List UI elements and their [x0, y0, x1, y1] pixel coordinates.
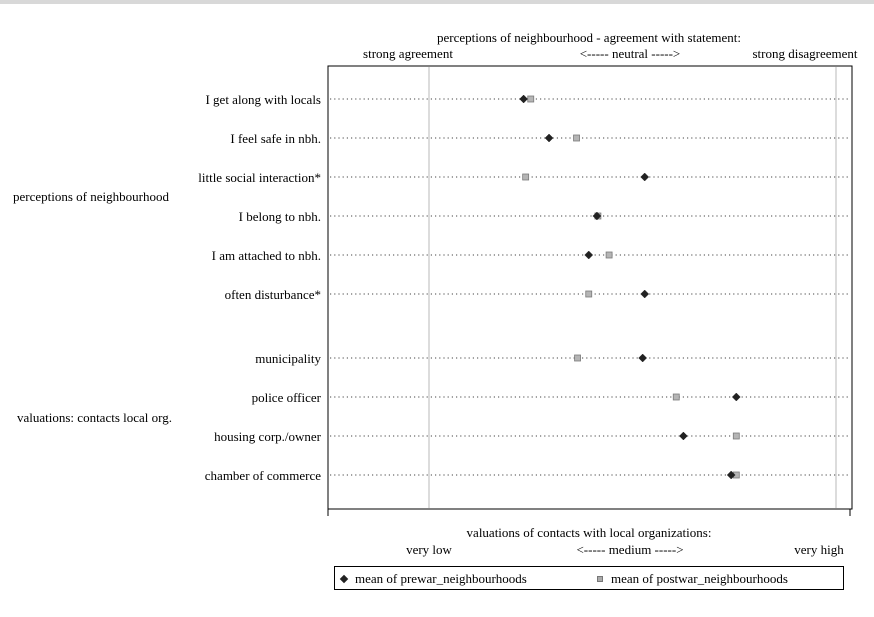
- row-label: I belong to nbh.: [239, 209, 321, 224]
- row-label: police officer: [252, 390, 322, 405]
- postwar-point: [585, 290, 593, 298]
- bottom-scale-middle: <----- medium ----->: [576, 542, 683, 557]
- prewar-point: [640, 172, 650, 182]
- window-top-strip: [0, 0, 874, 4]
- legend-item-postwar: mean of postwar_neighbourhoods: [597, 571, 788, 587]
- top-scale-middle: <----- neutral ----->: [580, 46, 681, 61]
- plot-area: [327, 65, 853, 510]
- legend-label-postwar: mean of postwar_neighbourhoods: [611, 571, 788, 586]
- prewar-point: [726, 470, 736, 480]
- top-scale-right: strong disagreement: [752, 46, 857, 61]
- legend-label-prewar: mean of prewar_neighbourhoods: [355, 571, 527, 586]
- postwar-point: [672, 393, 680, 401]
- row-label: municipality: [255, 351, 321, 366]
- row-label: chamber of commerce: [205, 468, 321, 483]
- postwar-point: [732, 432, 740, 440]
- top-title: perceptions of neighbourhood - agreement…: [437, 30, 741, 45]
- prewar-point: [640, 289, 650, 299]
- prewar-point: [638, 353, 648, 363]
- legend-item-prewar: mean of prewar_neighbourhoods: [339, 571, 527, 587]
- group-label: valuations: contacts local org.: [17, 410, 172, 425]
- row-label: I am attached to nbh.: [212, 248, 321, 263]
- row-label: often disturbance*: [225, 287, 321, 302]
- postwar-point: [605, 251, 613, 259]
- postwar-point: [522, 173, 530, 181]
- prewar-point: [584, 250, 594, 260]
- postwar-point: [573, 134, 580, 142]
- legend: mean of prewar_neighbourhoods mean of po…: [334, 566, 844, 590]
- top-scale-left: strong agreement: [363, 46, 453, 61]
- row-label: I feel safe in nbh.: [230, 131, 321, 146]
- bottom-scale-right: very high: [794, 542, 844, 557]
- diamond-marker-icon: [339, 574, 349, 584]
- prewar-point: [679, 431, 688, 441]
- postwar-point: [527, 95, 535, 103]
- postwar-point: [574, 354, 581, 362]
- prewar-point: [544, 133, 554, 143]
- bottom-title: valuations of contacts with local organi…: [467, 525, 712, 540]
- bottom-scale-left: very low: [406, 542, 452, 557]
- group-label: perceptions of neighbourhood: [13, 189, 169, 204]
- square-marker-icon: [597, 576, 603, 582]
- prewar-point: [731, 392, 741, 402]
- row-label: housing corp./owner: [214, 429, 322, 444]
- row-label: I get along with locals: [205, 92, 321, 107]
- row-label: little social interaction*: [198, 170, 321, 185]
- prewar-point: [519, 94, 528, 104]
- prewar-point: [592, 211, 602, 221]
